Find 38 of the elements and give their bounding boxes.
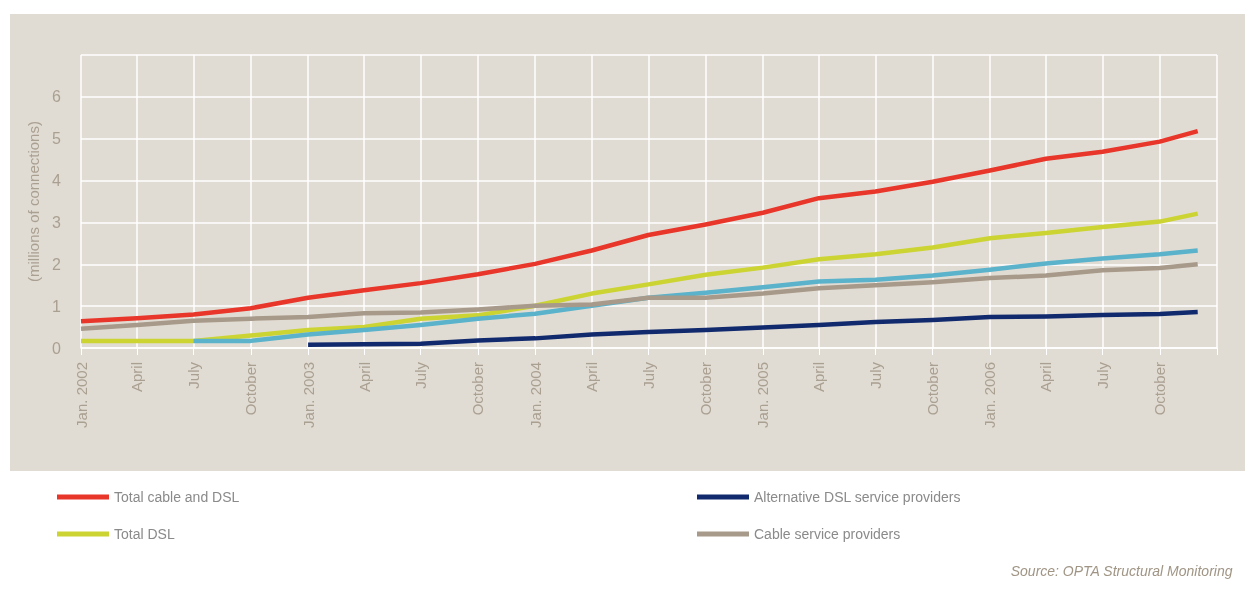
y-tick-label: 4 (52, 172, 62, 190)
x-tick-label: Jan. 2004 (526, 362, 544, 428)
legend-label: Total cable and DSL (114, 489, 240, 505)
x-tick-label: July (185, 361, 203, 389)
line-series (78, 211, 1200, 344)
x-tick-label: October (924, 362, 942, 416)
x-tick-label: October (697, 362, 715, 416)
x-tick-label: April (128, 362, 146, 393)
y-tick-label: 2 (52, 255, 62, 273)
legend-label: Total DSL (114, 526, 175, 542)
legend-label: Alternative DSL service providers (754, 489, 961, 505)
x-tick-label: Jan. 2005 (754, 362, 772, 428)
x-tick-label: October (469, 362, 487, 416)
x-tick-label: July (412, 361, 430, 389)
x-tick-label: Jan. 2003 (299, 362, 317, 428)
x-tick-label: April (810, 362, 828, 393)
line-series (78, 128, 1200, 324)
line-series (78, 262, 1200, 331)
line-series (191, 248, 1200, 344)
y-tick-label: 5 (52, 130, 62, 148)
x-tick-label: April (583, 362, 601, 393)
y-tick-label: 6 (52, 88, 62, 106)
legend-label: Cable service providers (754, 526, 901, 542)
line-series (305, 309, 1200, 347)
y-tick-label: 0 (52, 339, 62, 357)
x-tick-label: Jan. 2006 (981, 362, 999, 428)
x-tick-label: July (1094, 361, 1112, 389)
y-tick-label: 3 (52, 213, 62, 231)
x-tick-label: April (355, 362, 373, 393)
x-tick-label: July (639, 361, 657, 389)
source-note: Source: OPTA Structural Monitoring (1010, 563, 1233, 579)
x-tick-label: October (1151, 362, 1169, 416)
y-tick-label: 1 (52, 297, 62, 315)
x-tick-label: October (242, 362, 260, 416)
x-tick-label: Jan. 2002 (72, 362, 90, 428)
y-axis-title: (millions of connections) (25, 121, 43, 282)
x-tick-label: April (1037, 362, 1055, 393)
x-tick-label: July (866, 361, 884, 389)
